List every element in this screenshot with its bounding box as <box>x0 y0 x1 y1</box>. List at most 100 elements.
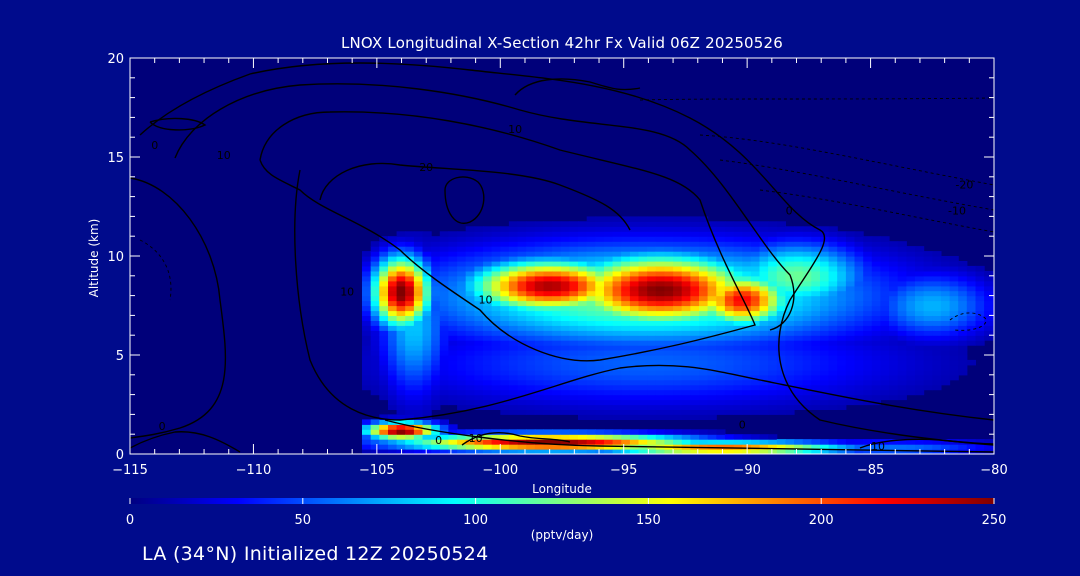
heatmap-cell <box>915 340 925 346</box>
heatmap-cell <box>785 290 795 297</box>
heatmap-cell <box>906 330 916 336</box>
heatmap-cell <box>362 275 372 282</box>
heatmap-cell <box>543 270 553 277</box>
heatmap-cell <box>820 439 830 445</box>
heatmap-cell <box>828 265 838 272</box>
heatmap-cell <box>560 295 570 302</box>
heatmap-cell <box>578 355 588 361</box>
heatmap-cell <box>655 265 665 272</box>
heatmap-cell <box>828 374 838 381</box>
heatmap-cell <box>837 285 847 292</box>
heatmap-cell <box>785 270 795 277</box>
x-tick-label: −85 <box>857 463 884 478</box>
heatmap-cell <box>871 320 881 326</box>
heatmap-cell <box>733 444 743 450</box>
heatmap-cell <box>595 409 605 415</box>
heatmap-cell <box>863 379 873 386</box>
heatmap-cell <box>759 226 769 232</box>
heatmap-cell <box>604 369 614 376</box>
heatmap-cell <box>724 221 735 227</box>
heatmap-cell <box>923 320 933 326</box>
heatmap-cell <box>932 374 942 381</box>
heatmap-cell <box>362 369 372 376</box>
heatmap-cell <box>845 256 856 262</box>
heatmap-cell <box>370 320 380 326</box>
heatmap-cell <box>673 216 683 222</box>
heatmap-cell <box>508 300 519 307</box>
heatmap-cell <box>768 300 778 307</box>
heatmap-cell <box>457 325 467 331</box>
heatmap-cell <box>906 320 916 326</box>
heatmap-cell <box>923 379 933 386</box>
heatmap-cell <box>984 300 994 307</box>
heatmap-cell <box>629 320 640 326</box>
heatmap-cell <box>759 394 769 401</box>
heatmap-cell <box>742 439 752 445</box>
heatmap-cell <box>664 350 674 356</box>
heatmap-cell <box>984 335 994 341</box>
heatmap-cell <box>483 369 493 376</box>
heatmap-cell <box>837 280 847 287</box>
heatmap-cell <box>655 345 665 351</box>
heatmap-cell <box>699 389 709 396</box>
heatmap-cell <box>629 231 640 237</box>
heatmap-cell <box>923 364 933 371</box>
heatmap-cell <box>811 285 821 292</box>
heatmap-cell <box>681 369 691 376</box>
heatmap-cell <box>586 369 596 376</box>
heatmap-cell <box>647 221 657 227</box>
heatmap-cell <box>776 374 786 381</box>
heatmap-cell <box>768 305 778 312</box>
heatmap-cell <box>915 369 925 376</box>
heatmap-cell <box>647 374 657 381</box>
heatmap-cell <box>958 444 968 450</box>
heatmap-cell <box>586 379 596 386</box>
heatmap-cell <box>379 285 389 292</box>
heatmap-cell <box>655 236 665 242</box>
heatmap-cell <box>768 345 778 351</box>
heatmap-cell <box>405 236 415 242</box>
heatmap-cell <box>811 345 821 351</box>
heatmap-cell <box>673 221 683 227</box>
heatmap-cell <box>673 300 683 307</box>
heatmap-cell <box>595 275 605 282</box>
heatmap-cell <box>405 429 415 435</box>
heatmap-cell <box>569 280 579 287</box>
heatmap-cell <box>975 325 985 331</box>
heatmap-cell <box>863 340 873 346</box>
heatmap-cell <box>569 305 579 312</box>
heatmap-cell <box>724 320 735 326</box>
heatmap-cell <box>379 300 389 307</box>
heatmap-cell <box>647 340 657 346</box>
heatmap-cell <box>768 389 778 396</box>
heatmap-cell <box>413 374 424 381</box>
heatmap-cell <box>483 261 493 267</box>
heatmap-cell <box>388 325 398 331</box>
heatmap-cell <box>362 335 372 341</box>
heatmap-cell <box>820 315 830 321</box>
heatmap-cell <box>560 345 570 351</box>
heatmap-cell <box>906 265 916 272</box>
heatmap-cell <box>483 350 493 356</box>
heatmap-cell <box>923 295 933 302</box>
heatmap-cell <box>880 355 890 361</box>
heatmap-cell <box>396 389 406 396</box>
heatmap-cell <box>802 290 812 297</box>
heatmap-cell <box>802 359 812 366</box>
heatmap-cell <box>379 355 389 361</box>
heatmap-cell <box>863 315 873 321</box>
heatmap-cell <box>750 404 760 410</box>
heatmap-cell <box>543 256 553 262</box>
heatmap-cell <box>673 251 683 257</box>
heatmap-cell <box>742 404 752 410</box>
heatmap-cell <box>845 444 856 450</box>
heatmap-cell <box>552 236 562 242</box>
heatmap-cell <box>785 389 795 396</box>
heatmap-cell <box>362 305 372 312</box>
heatmap-cell <box>845 330 856 336</box>
heatmap-cell <box>586 409 596 415</box>
heatmap-cell <box>889 275 899 282</box>
heatmap-cell <box>491 330 501 336</box>
heatmap-cell <box>586 330 596 336</box>
